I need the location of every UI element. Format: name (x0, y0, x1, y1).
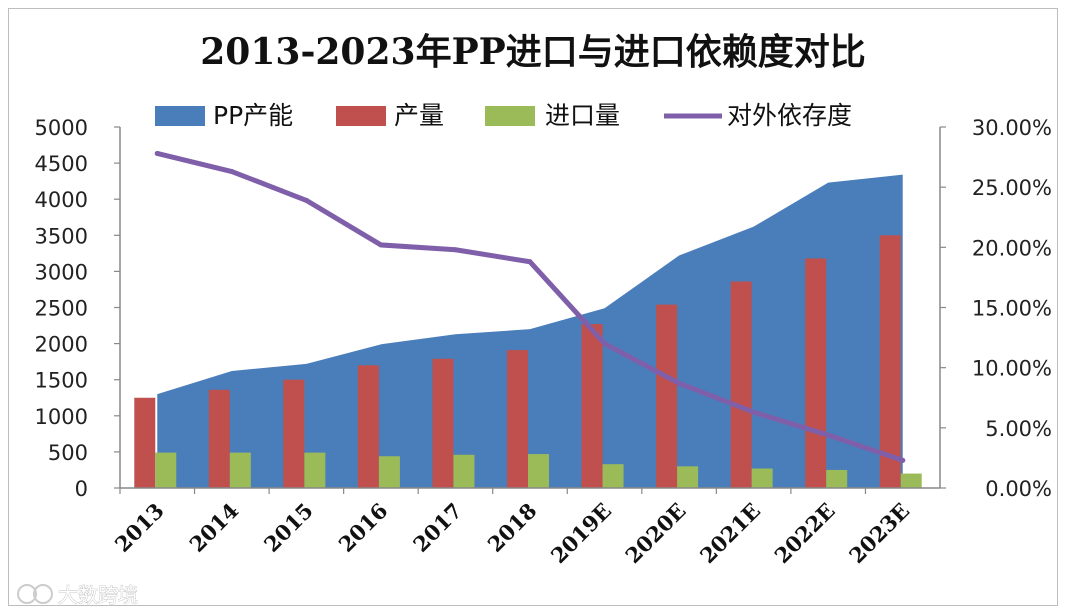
legend-label-import-volume: 进口量 (545, 101, 620, 130)
bar-production (507, 350, 528, 488)
bar-production (656, 304, 678, 488)
y-tick-label: 2500 (35, 297, 88, 321)
bar-import-volume (602, 464, 624, 488)
watermark-text: 大数跨境 (58, 583, 138, 607)
bar-import-volume (304, 452, 326, 488)
bar-production (879, 235, 901, 488)
legend-swatch-pp-capacity (155, 106, 205, 126)
line-point-import-dependence (527, 259, 533, 265)
y-tick-label: 500 (48, 441, 88, 465)
x-tick-label: 2018 (483, 498, 542, 557)
y2-tick-label: 20.00% (972, 236, 1052, 260)
y2-tick-label: 10.00% (972, 357, 1052, 381)
y-tick-label: 2000 (35, 333, 88, 357)
legend-swatch-production (336, 106, 386, 126)
bar-production (730, 281, 752, 488)
bar-import-volume (528, 454, 549, 488)
bar-import-volume (155, 452, 177, 488)
y2-tick-label: 0.00% (985, 477, 1052, 501)
bar-import-volume (826, 469, 848, 488)
bar-production (581, 324, 603, 488)
line-point-import-dependence (751, 409, 757, 415)
bar-import-volume (900, 473, 922, 488)
chart-title: 2013-2023年PP进口与进口依赖度对比 (200, 31, 865, 73)
bar-import-volume (677, 466, 699, 488)
legend-label-pp-capacity: PP产能 (213, 101, 293, 130)
y-tick-label: 1000 (35, 405, 88, 429)
line-point-import-dependence (229, 169, 235, 175)
bar-production (805, 258, 827, 488)
y-tick-label: 1500 (35, 369, 88, 393)
y-tick-label: 5000 (35, 116, 88, 140)
line-point-import-dependence (452, 247, 458, 253)
line-point-import-dependence (602, 341, 608, 347)
x-tick-label: 2020E (620, 498, 690, 568)
bar-import-volume (751, 468, 773, 488)
bar-import-volume (378, 456, 400, 488)
area-pp-capacity (157, 174, 903, 489)
bar-import-volume (453, 454, 475, 488)
watermark-logo-icon (17, 584, 37, 604)
x-tick-label: 2019E (546, 498, 616, 568)
line-point-import-dependence (825, 432, 831, 438)
x-tick-label: 2021E (695, 498, 765, 568)
line-point-import-dependence (154, 150, 160, 156)
watermark-logo-icon (33, 584, 53, 604)
bar-production (432, 358, 454, 488)
bar-production (134, 397, 156, 488)
line-point-import-dependence (900, 457, 906, 463)
y-tick-label: 4000 (35, 188, 88, 212)
x-tick-label: 2015 (259, 498, 318, 557)
line-point-import-dependence (303, 197, 309, 203)
bar-import-volume (229, 452, 251, 488)
x-tick-label: 2016 (333, 498, 392, 557)
legend-label-production: 产量 (394, 101, 444, 130)
x-tick-label: 2013 (110, 498, 169, 557)
y-tick-label: 3000 (35, 260, 88, 284)
x-tick-label: 2022E (769, 498, 839, 568)
y2-tick-label: 30.00% (972, 116, 1052, 140)
line-point-import-dependence (378, 242, 384, 248)
y2-tick-label: 25.00% (972, 176, 1052, 200)
y2-tick-label: 15.00% (972, 297, 1052, 321)
bar-production (208, 389, 230, 488)
y-tick-label: 0 (75, 477, 88, 501)
x-tick-label: 2014 (184, 498, 243, 557)
bar-production (357, 365, 379, 488)
y-tick-label: 3500 (35, 224, 88, 248)
y-tick-label: 4500 (35, 152, 88, 176)
line-point-import-dependence (676, 380, 682, 386)
x-tick-label: 2023E (844, 498, 914, 568)
bar-production (283, 379, 305, 488)
x-tick-label: 2017 (408, 498, 467, 557)
legend-label-import-dependence: 对外依存度 (727, 101, 852, 130)
y2-tick-label: 5.00% (985, 417, 1052, 441)
legend-swatch-import-volume (485, 106, 535, 126)
